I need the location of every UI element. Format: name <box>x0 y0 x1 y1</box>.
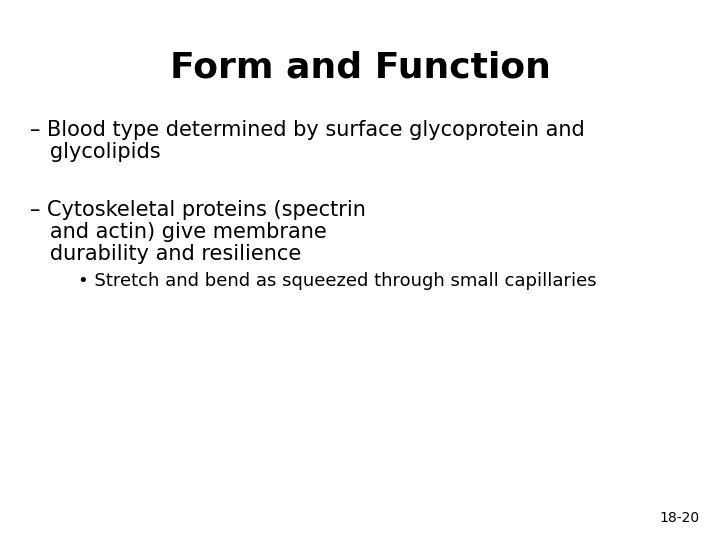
Text: glycolipids: glycolipids <box>30 142 161 162</box>
Text: – Cytoskeletal proteins (spectrin: – Cytoskeletal proteins (spectrin <box>30 200 366 220</box>
Text: durability and resilience: durability and resilience <box>30 244 301 264</box>
Text: • Stretch and bend as squeezed through small capillaries: • Stretch and bend as squeezed through s… <box>55 272 597 290</box>
Text: 18-20: 18-20 <box>660 511 700 525</box>
Text: and actin) give membrane: and actin) give membrane <box>30 222 327 242</box>
Text: – Blood type determined by surface glycoprotein and: – Blood type determined by surface glyco… <box>30 120 585 140</box>
Text: Form and Function: Form and Function <box>170 50 550 84</box>
